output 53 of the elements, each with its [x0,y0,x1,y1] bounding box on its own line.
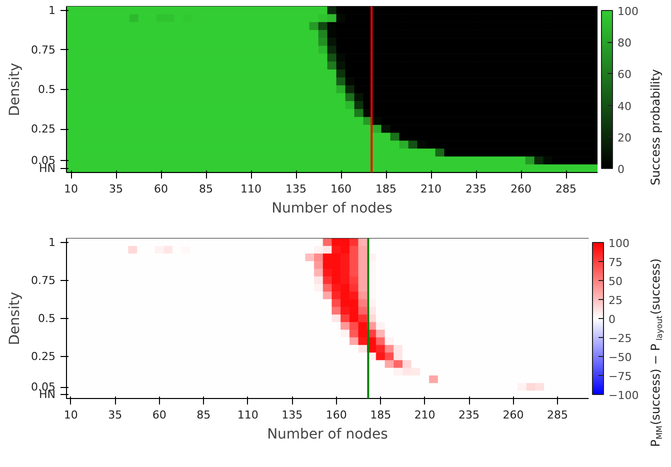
x-tick-label: 135 [286,182,306,196]
x-tick-label: 60 [152,408,166,422]
x-tick-label: 210 [420,182,442,196]
x-tick-label: 35 [108,408,122,422]
x-tick-label: 35 [109,182,123,196]
y-axis-title: Density [7,292,24,346]
color-bar-label: −50 [608,351,632,364]
color-bar-label: 75 [608,256,622,269]
x-tick-label: 60 [154,182,168,196]
x-tick-label: 185 [376,182,396,196]
color-bar-title: PMM(success) − Playout(success) [648,258,664,447]
y-tick-label: 1 [48,4,56,17]
color-bar-label: 60 [618,68,632,82]
x-tick-label: 185 [370,408,392,422]
x-tick-label: 110 [240,182,262,196]
y-tick-label: 0.75 [31,274,56,287]
x-tick-label: 160 [326,408,347,422]
y-tick-label: 0.75 [31,43,56,56]
x-tick-label: 110 [237,408,258,422]
x-tick-label: 160 [330,182,352,196]
x-axis-title: Number of nodes [272,200,392,216]
color-bar-title: Success probability [648,69,662,186]
x-tick-label: 85 [199,182,213,196]
color-bar-label: 100 [618,5,638,18]
color-bar-label: 25 [608,294,622,307]
y-axis-title: Density [7,62,24,116]
color-bar-label: −100 [608,389,639,402]
x-axis-title: Number of nodes [267,426,388,442]
x-tick-label: 235 [466,182,486,196]
x-tick-label: 235 [458,408,480,422]
x-tick-label: 285 [556,182,576,196]
x-tick-label: 85 [196,408,211,422]
color-bar-label: 80 [618,36,632,50]
x-tick-label: 135 [282,408,303,422]
y-tick-label: 0.25 [31,122,56,136]
x-tick-label: 285 [547,408,568,422]
color-bar-label: −25 [608,332,632,345]
y-tick-label: 1 [48,236,56,249]
y-tick-label: 0.5 [38,83,56,96]
color-bar-label: 100 [608,237,630,250]
x-tick-label: 10 [64,408,78,422]
color-bar-label: 0 [608,313,616,326]
color-bar-label: 20 [618,131,632,144]
y-tick-label: 0.5 [38,312,56,325]
y-tick-label: 0.25 [31,350,56,364]
x-tick-label: 260 [502,408,524,422]
x-tick-label: 210 [414,408,436,422]
x-tick-label: 10 [64,182,78,196]
color-bar-label: 50 [608,275,622,288]
x-tick-label: 260 [510,182,532,196]
color-bar-label: 0 [618,163,624,176]
color-bar-label: 40 [618,100,632,113]
color-bar-label: −75 [608,370,632,383]
